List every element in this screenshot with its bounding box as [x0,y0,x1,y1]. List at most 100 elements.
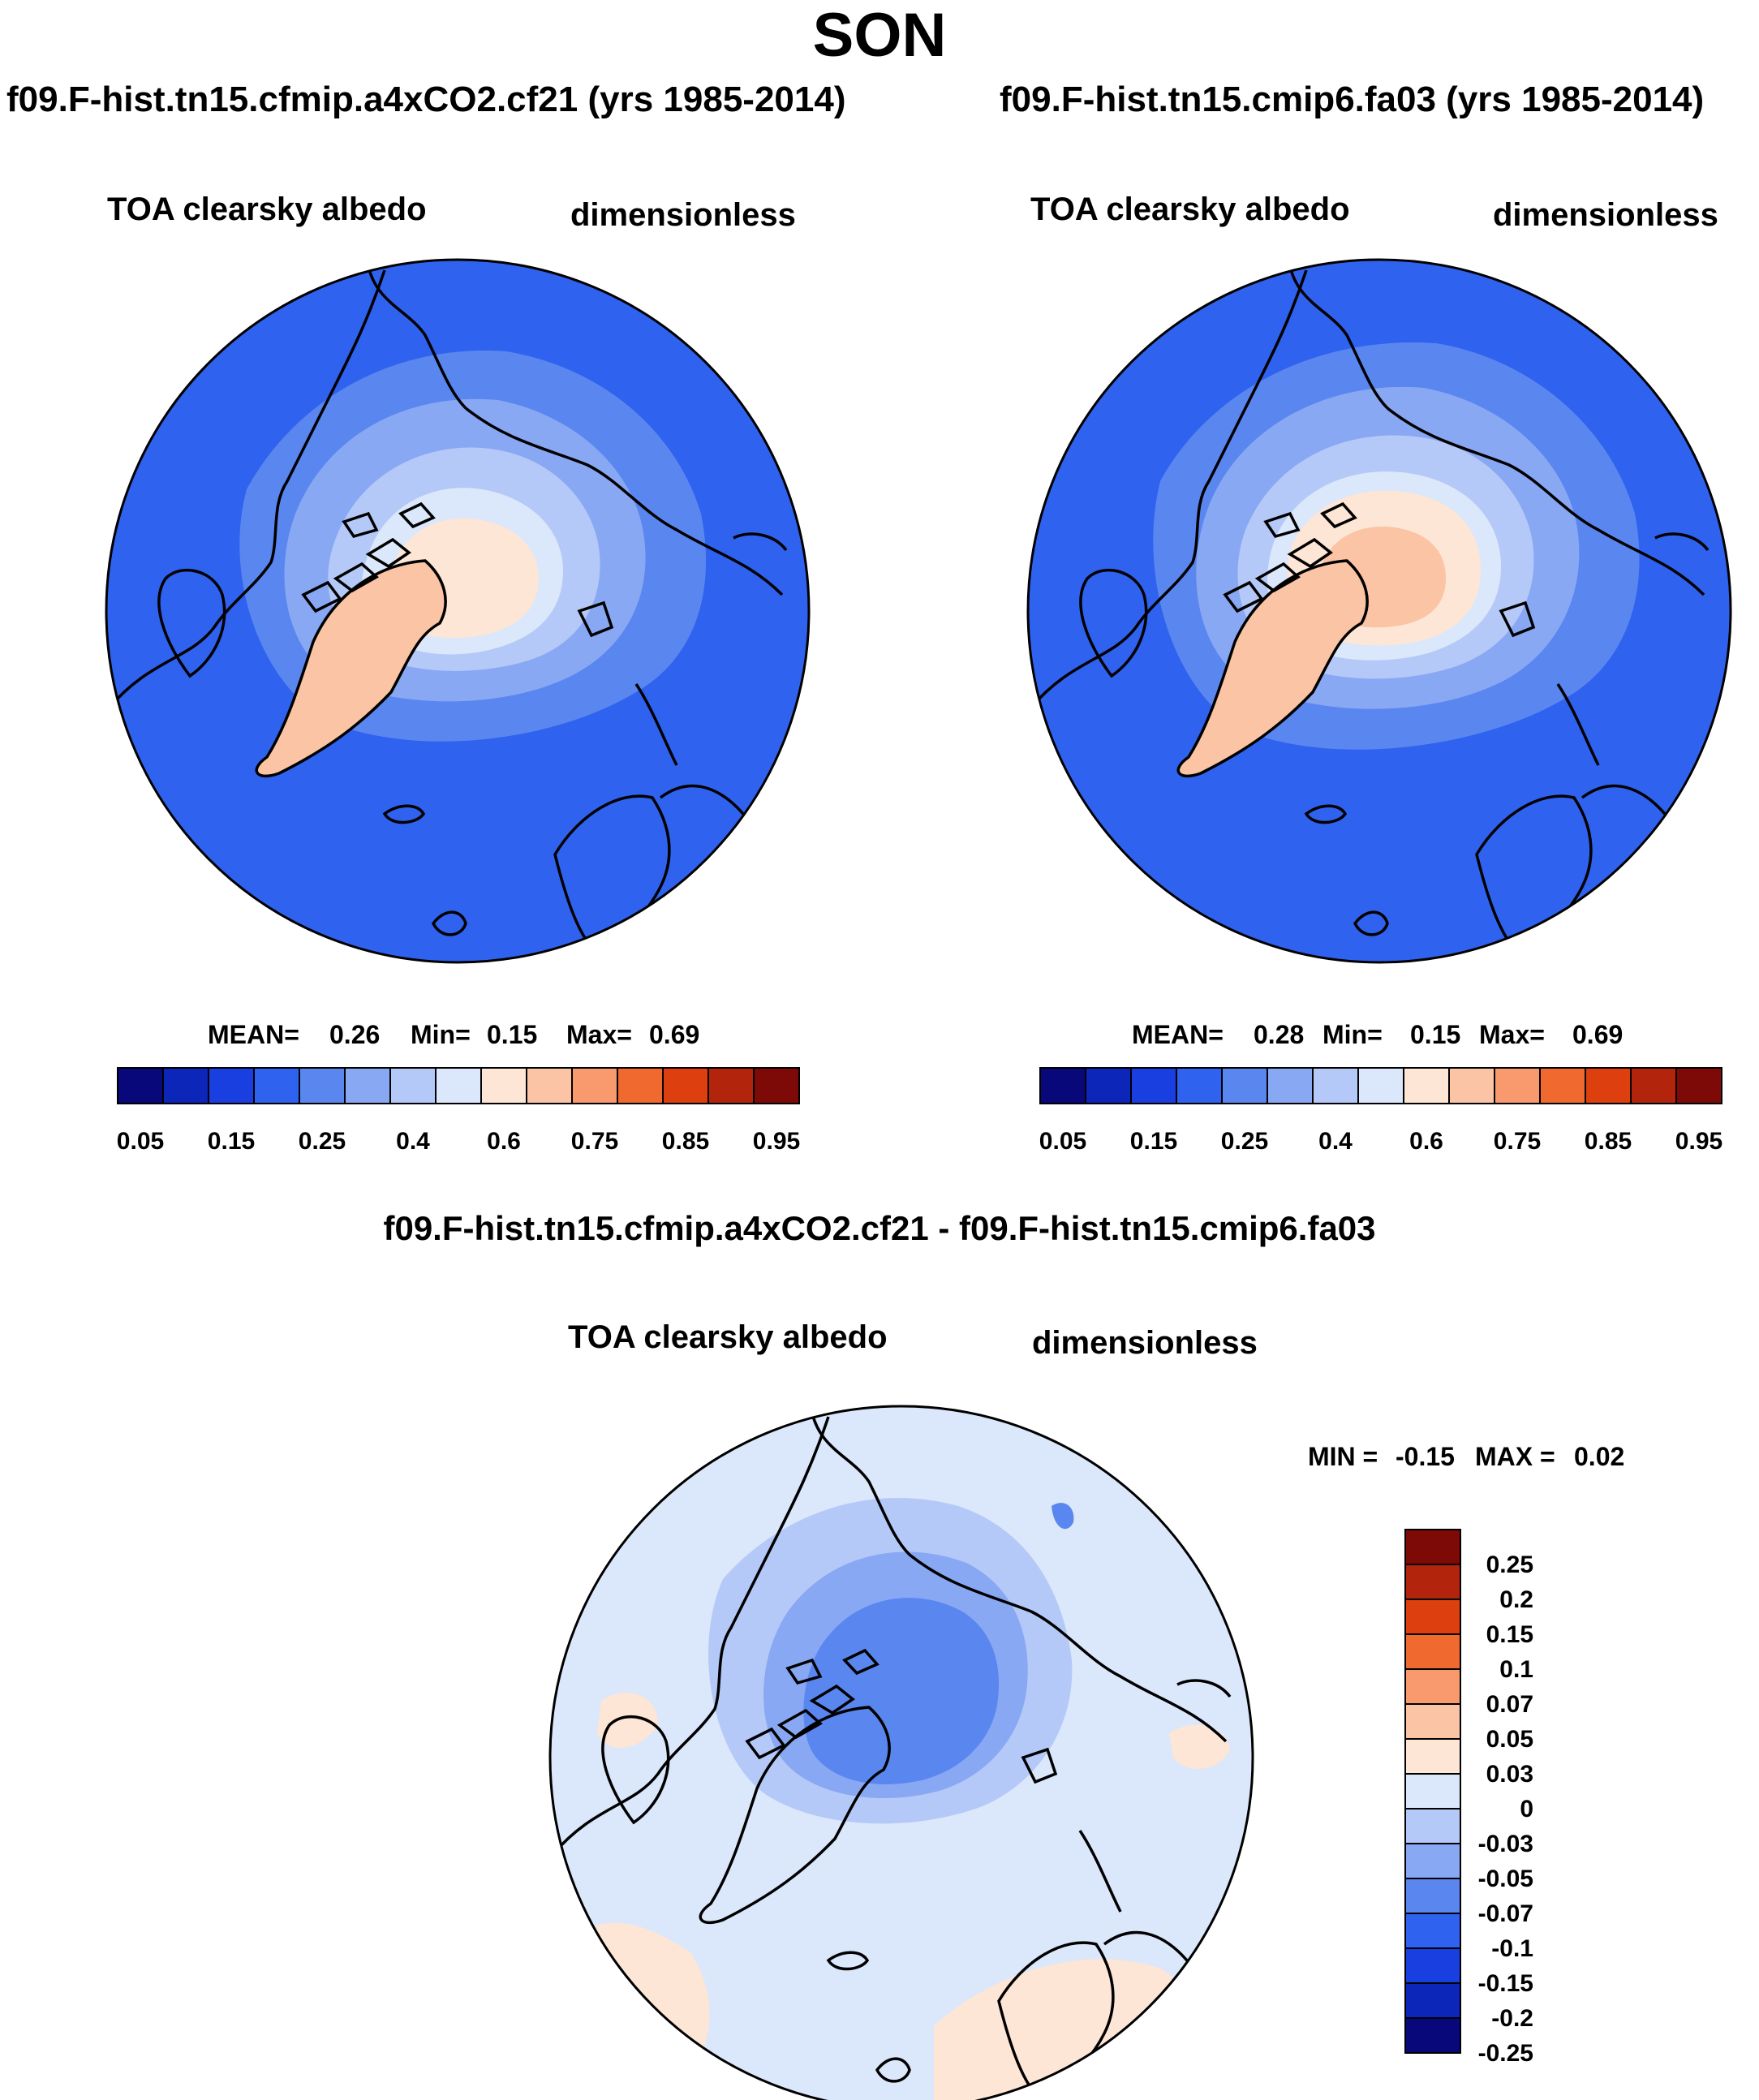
difference-colorbar-swatch [1404,1947,1461,1984]
difference-max-label: MAX = [1475,1442,1555,1471]
panel2-colorbar-swatch [1403,1067,1450,1104]
panel1-colorbar-tick-label: 0.4 [396,1128,430,1155]
panel1-colorbar-tick-label: 0.15 [208,1128,255,1155]
panel2-colorbar-tick-label: 0.25 [1221,1128,1268,1155]
panel1-colorbar-tick-label: 0.85 [662,1128,709,1155]
panel2-colorbar-tick-label: 0.15 [1130,1128,1177,1155]
panel2-colorbar-swatch [1357,1067,1404,1104]
panel1-colorbar: 0.05 0.15 0.25 0.4 0.6 0.75 0.85 0.95 [117,1067,800,1155]
difference-min-label: MIN = [1308,1442,1378,1471]
difference-map [548,1405,1254,2100]
panel1-colorbar-swatch [480,1067,527,1104]
difference-colorbar-swatch [1404,1913,1461,1949]
panel1-colorbar-swatch [389,1067,437,1104]
difference-colorbar-tick-label: 0.07 [1486,1691,1533,1718]
panel1-units-label: dimensionless [570,197,796,233]
panel1-colorbar-swatch [662,1067,709,1104]
panel2-variable-label: TOA clearsky albedo [1030,191,1350,227]
panel2-colorbar-swatch [1312,1067,1359,1104]
panel1-min-label: Min= [411,1020,471,1049]
difference-colorbar-tick-label: -0.25 [1478,2040,1533,2067]
panel1-mean-label: MEAN= [208,1020,299,1049]
difference-colorbar-swatch [1404,1843,1461,1879]
panel1-colorbar-swatch [344,1067,391,1104]
difference-colorbar-swatch [1404,2017,1461,2054]
panel2-map-border [1026,258,1732,964]
difference-colorbar-tick-label: -0.2 [1491,2005,1533,2032]
panel2-colorbar-tick-label: 0.6 [1409,1128,1443,1155]
panel1-colorbar-tick-label: 0.05 [117,1128,164,1155]
difference-negative-core [803,1598,1000,1784]
page-title: SON [812,1,947,70]
panel1-colorbar-tick-label: 0.25 [299,1128,346,1155]
difference-colorbar-swatch [1404,1878,1461,1914]
panel2-colorbar-swatch [1675,1067,1722,1104]
difference-map-border [548,1405,1254,2100]
difference-colorbar-tick-label: -0.03 [1478,1831,1533,1857]
difference-positive-region-1 [550,1922,710,2100]
panel1-colorbar-swatch [571,1067,618,1104]
difference-colorbar-tick-label: -0.1 [1491,1935,1533,1962]
panel1-variable-label: TOA clearsky albedo [107,191,427,227]
panel1-colorbar-swatch [299,1067,346,1104]
difference-colorbar-tick-label: 0.1 [1499,1656,1533,1683]
panel2-colorbar-swatch [1176,1067,1223,1104]
panel2-min-value: 0.15 [1410,1020,1461,1049]
difference-colorbar-tick-label: 0.05 [1486,1726,1533,1753]
panel2-max-label: Max= [1479,1020,1545,1049]
panel1-colorbar-swatch [707,1067,755,1104]
difference-colorbar-swatch [1404,1982,1461,2019]
panel2-colorbar-tick-label: 0.75 [1494,1128,1541,1155]
panel2-colorbar-swatch [1130,1067,1177,1104]
difference-colorbar-swatch [1404,1738,1461,1775]
panel2-colorbar-swatch [1039,1067,1086,1104]
panel2-colorbar-tick-label: 0.95 [1675,1128,1722,1155]
difference-max-value: 0.02 [1574,1442,1625,1471]
panel1-colorbar-tick-label: 0.75 [571,1128,618,1155]
panel1-colorbar-swatch [617,1067,664,1104]
panel2-run-title: f09.F-hist.tn15.cmip6.fa03 (yrs 1985-201… [1000,80,1705,119]
panel1-colorbar-tick-label: 0.95 [753,1128,800,1155]
panel2-colorbar-swatch [1585,1067,1632,1104]
panel2-units-label: dimensionless [1493,197,1718,233]
panel1-min-value: 0.15 [487,1020,538,1049]
panel2-greenland-high-albedo [1178,561,1368,777]
panel2-mean-value: 0.28 [1254,1020,1305,1049]
difference-colorbar-tick-label: 0.03 [1486,1761,1533,1788]
difference-colorbar-swatch [1404,1564,1461,1600]
panel1-colorbar-swatch [435,1067,482,1104]
panel1-run-title: f09.F-hist.tn15.cfmip.a4xCO2.cf21 (yrs 1… [6,80,846,119]
panel1-colorbar-tick-label: 0.6 [487,1128,521,1155]
panel2-min-label: Min= [1322,1020,1383,1049]
panel1-max-value: 0.69 [649,1020,700,1049]
panel2-colorbar-swatch [1494,1067,1541,1104]
difference-positive-region-4 [1169,1724,1230,1769]
difference-variable-label: TOA clearsky albedo [568,1319,888,1355]
panel1-colorbar-swatch [253,1067,300,1104]
difference-colorbar-tick-label: 0.25 [1486,1551,1533,1578]
difference-colorbar-swatch [1404,1808,1461,1844]
panel1-colorbar-swatch [753,1067,800,1104]
panel2-colorbar-tick-label: 0.4 [1318,1128,1353,1155]
difference-colorbar-swatch [1404,1668,1461,1705]
difference-title: f09.F-hist.tn15.cfmip.a4xCO2.cf21 - f09.… [383,1209,1376,1247]
panel2-colorbar-swatch [1539,1067,1586,1104]
panel1-colorbar-swatch [117,1067,164,1104]
panel1-max-label: Max= [566,1020,632,1049]
difference-colorbar: 0.25 0.2 0.15 0.1 0.07 0.05 0.03 0 -0.03 -0.05 -0.… [1404,1529,1533,2067]
panel1-mean-value: 0.26 [329,1020,381,1049]
panel1-map-border [105,258,811,964]
difference-negative-spot [1052,1503,1074,1530]
difference-colorbar-swatch [1404,1633,1461,1670]
panel2-mean-label: MEAN= [1132,1020,1224,1049]
difference-colorbar-tick-label: 0 [1520,1796,1533,1822]
difference-colorbar-tick-label: 0.2 [1499,1586,1533,1613]
difference-units-label: dimensionless [1032,1325,1258,1361]
panel2-map [1026,258,1732,964]
difference-colorbar-swatch [1404,1529,1461,1565]
difference-colorbar-tick-label: 0.15 [1486,1621,1533,1648]
panel1-map [105,258,811,964]
panel2-colorbar-tick-label: 0.85 [1585,1128,1632,1155]
panel2-colorbar-swatch [1630,1067,1677,1104]
